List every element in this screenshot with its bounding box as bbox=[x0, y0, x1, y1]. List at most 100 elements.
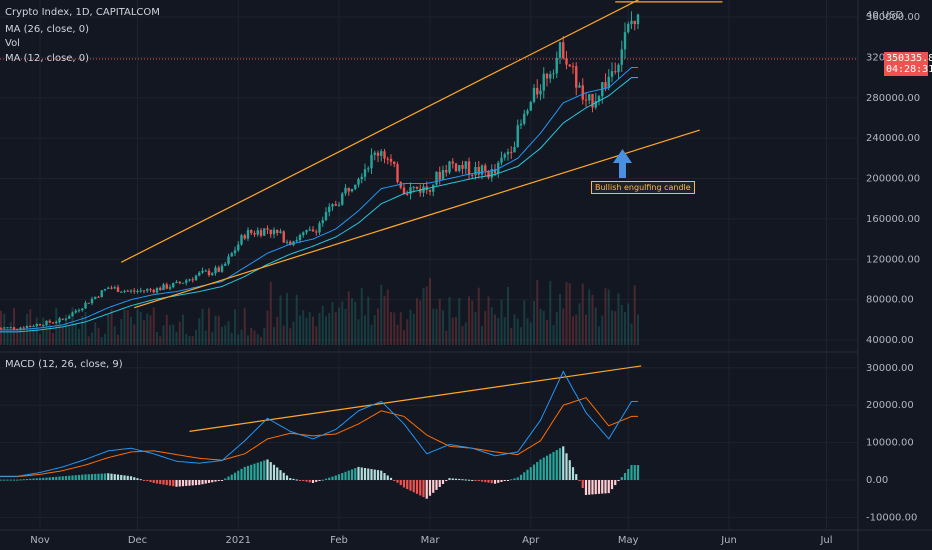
ma26-line bbox=[0, 77, 638, 333]
indicator-ma26-label[interactable]: MA (26, close, 0) bbox=[5, 24, 90, 35]
candle-body bbox=[272, 229, 276, 235]
macd-histogram-bar bbox=[201, 480, 204, 485]
candle-body bbox=[194, 275, 198, 280]
candle-body bbox=[480, 165, 484, 175]
macd-histogram-bar bbox=[107, 473, 110, 480]
volume-bar bbox=[468, 296, 470, 345]
macd-pane[interactable] bbox=[0, 370, 640, 499]
candle-body bbox=[155, 287, 159, 293]
macd-histogram-bar bbox=[454, 478, 458, 480]
volume-bar bbox=[396, 324, 399, 345]
macd-histogram-bar bbox=[276, 467, 279, 480]
candle-body bbox=[406, 193, 409, 195]
volume-bar bbox=[42, 317, 45, 345]
candle-body bbox=[542, 73, 545, 91]
candle-body bbox=[198, 272, 201, 276]
macd-histogram-bar bbox=[12, 479, 16, 481]
candle-body bbox=[152, 289, 155, 293]
volume-bar bbox=[552, 325, 555, 345]
candle-body bbox=[220, 265, 224, 272]
macd-histogram-bar bbox=[146, 480, 149, 482]
macd-histogram-bar bbox=[45, 477, 48, 480]
candle-body bbox=[396, 164, 399, 183]
moving-average-lines[interactable] bbox=[0, 67, 638, 333]
candle-body bbox=[302, 232, 305, 236]
volume-bar bbox=[542, 310, 545, 345]
volume-bar bbox=[637, 314, 639, 345]
annotation-label[interactable]: Bullish engulfing candle bbox=[591, 181, 695, 194]
candle-body bbox=[578, 85, 581, 88]
volume-bar bbox=[442, 310, 444, 345]
volume-bar bbox=[624, 311, 626, 345]
macd-axis-tick: -10000.00 bbox=[866, 512, 917, 523]
candle-body bbox=[172, 283, 175, 288]
volume-bar bbox=[185, 333, 188, 345]
time-axis-label: Mar bbox=[421, 535, 441, 546]
time-axis-label: Feb bbox=[330, 535, 348, 546]
macd-histogram-bar bbox=[636, 465, 640, 480]
macd-histogram-bar bbox=[604, 480, 607, 494]
macd-histogram-bar bbox=[445, 480, 448, 482]
indicator-ma12-label[interactable]: MA (12, close, 0) bbox=[5, 53, 90, 64]
volume-bar bbox=[360, 287, 363, 345]
macd-histogram-bar bbox=[545, 455, 549, 480]
volume-bar bbox=[120, 318, 123, 345]
candle-body bbox=[308, 229, 311, 231]
macd-histogram-bar bbox=[285, 475, 289, 480]
bar-countdown: 04:28:31 bbox=[886, 64, 932, 75]
macd-histogram-bar bbox=[155, 480, 159, 484]
candle-body bbox=[217, 267, 220, 272]
candle-body bbox=[77, 310, 81, 312]
candle-body bbox=[211, 273, 214, 275]
volume-bar bbox=[536, 280, 539, 345]
candle-body bbox=[568, 64, 571, 67]
volume-bar bbox=[500, 299, 503, 345]
candle-body bbox=[246, 230, 250, 239]
volume-bar bbox=[611, 310, 613, 345]
macd-histogram-bar bbox=[74, 475, 77, 480]
price-axis-tick: 240000.00 bbox=[866, 133, 920, 144]
candle-body bbox=[415, 186, 419, 189]
volume-bar bbox=[201, 308, 204, 345]
symbol-title[interactable]: Crypto Index, 1D, CAPITALCOM bbox=[5, 7, 160, 18]
indicator-macd-label[interactable]: MACD (12, 26, close, 9) bbox=[5, 359, 123, 370]
macd-histogram-bar bbox=[250, 464, 253, 480]
volume-bar bbox=[276, 316, 279, 345]
candle-body bbox=[467, 161, 471, 176]
macd-histogram-bar bbox=[32, 478, 35, 480]
macd-histogram-bar bbox=[331, 476, 334, 480]
grid bbox=[0, 0, 858, 530]
macd-histogram-bar bbox=[253, 463, 256, 480]
candle-body bbox=[484, 165, 487, 171]
macd-histogram-bar bbox=[311, 480, 315, 483]
macd-histogram-bar bbox=[451, 478, 454, 480]
macd-histogram-bar bbox=[159, 480, 162, 485]
macd-histogram-bar bbox=[243, 466, 246, 480]
macd-histogram-bar bbox=[477, 480, 480, 482]
macd-axis-tick: 0.00 bbox=[866, 475, 888, 486]
indicator-vol-label[interactable]: Vol bbox=[5, 38, 20, 49]
candle-body bbox=[19, 327, 22, 330]
candle-body bbox=[591, 94, 594, 108]
macd-histogram-bar bbox=[415, 480, 419, 494]
candlestick-series[interactable] bbox=[0, 11, 640, 331]
macd-histogram-bar bbox=[305, 480, 308, 482]
macd-histogram-bar bbox=[399, 480, 402, 486]
candle-body bbox=[324, 211, 328, 221]
macd-histogram-bar bbox=[295, 479, 298, 481]
macd-histogram-bar bbox=[357, 466, 360, 480]
candle-body bbox=[58, 318, 61, 322]
volume-bar bbox=[455, 316, 457, 345]
macd-histogram-bar bbox=[519, 474, 523, 480]
volume-bar bbox=[507, 287, 509, 345]
macd-histogram-bar bbox=[370, 469, 373, 480]
candle-body bbox=[380, 151, 383, 156]
macd-histogram-bar bbox=[623, 473, 627, 480]
candle-body bbox=[42, 325, 45, 327]
volume-bar bbox=[61, 326, 64, 345]
candle-body bbox=[81, 308, 84, 311]
candle-body bbox=[536, 87, 539, 95]
volume-bar bbox=[22, 330, 25, 345]
macd-histogram-bar bbox=[318, 480, 321, 481]
